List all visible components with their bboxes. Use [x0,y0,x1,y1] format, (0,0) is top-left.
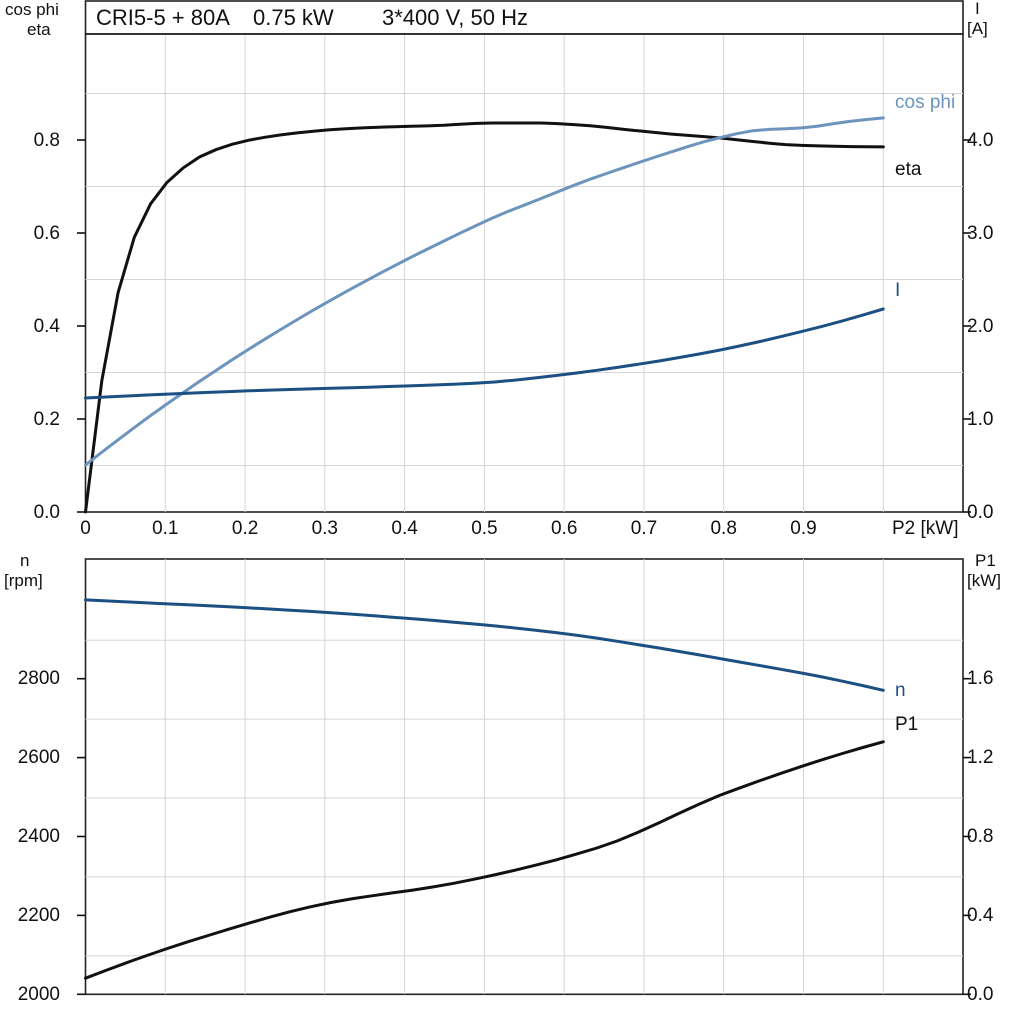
svg-text:cos phi: cos phi [895,92,955,113]
svg-text:0.8: 0.8 [34,130,60,151]
svg-text:n: n [895,680,906,701]
svg-text:2600: 2600 [18,747,60,768]
svg-text:2800: 2800 [18,668,60,689]
svg-text:0.8: 0.8 [710,518,736,539]
svg-text:n: n [20,551,29,570]
svg-text:0: 0 [80,518,91,539]
svg-text:0.1: 0.1 [152,518,178,539]
svg-text:0.5: 0.5 [471,518,497,539]
svg-text:0.6: 0.6 [551,518,577,539]
svg-text:0.4: 0.4 [391,518,418,539]
svg-text:eta: eta [895,159,922,180]
svg-text:[rpm]: [rpm] [4,571,43,590]
svg-text:cos phi: cos phi [5,0,59,19]
svg-text:2200: 2200 [18,905,60,926]
svg-text:0.2: 0.2 [232,518,258,539]
svg-text:0.2: 0.2 [34,409,60,430]
svg-text:0.7: 0.7 [631,518,657,539]
svg-text:I: I [895,280,900,301]
svg-text:2000: 2000 [18,984,60,1005]
svg-text:0.0: 0.0 [34,502,60,523]
svg-text:0.4: 0.4 [967,905,994,926]
svg-text:0.3: 0.3 [312,518,338,539]
svg-text:P1: P1 [895,714,918,735]
svg-text:2400: 2400 [18,826,60,847]
svg-text:I: I [975,0,980,18]
svg-text:eta: eta [27,20,51,39]
svg-text:0.4: 0.4 [34,316,61,337]
svg-text:0.9: 0.9 [790,518,816,539]
svg-text:[A]: [A] [967,19,988,38]
svg-text:P1: P1 [975,551,996,570]
svg-text:P2 [kW]: P2 [kW] [892,518,959,539]
svg-text:0.6: 0.6 [34,223,60,244]
svg-text:[kW]: [kW] [967,571,1001,590]
